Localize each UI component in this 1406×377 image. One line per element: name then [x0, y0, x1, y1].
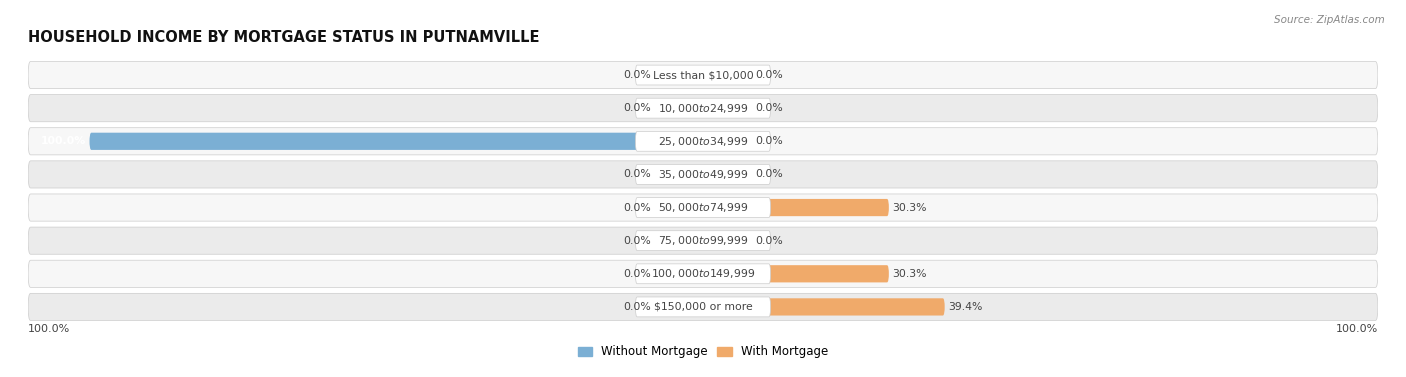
FancyBboxPatch shape [636, 297, 770, 317]
FancyBboxPatch shape [703, 232, 752, 249]
FancyBboxPatch shape [636, 198, 770, 218]
Legend: Without Mortgage, With Mortgage: Without Mortgage, With Mortgage [574, 341, 832, 363]
Text: $50,000 to $74,999: $50,000 to $74,999 [658, 201, 748, 214]
FancyBboxPatch shape [703, 298, 945, 316]
Text: 0.0%: 0.0% [755, 169, 783, 179]
Text: 0.0%: 0.0% [755, 236, 783, 246]
Text: $75,000 to $99,999: $75,000 to $99,999 [658, 234, 748, 247]
Text: 0.0%: 0.0% [623, 302, 651, 312]
FancyBboxPatch shape [654, 265, 703, 282]
FancyBboxPatch shape [636, 264, 770, 284]
Text: 100.0%: 100.0% [28, 325, 70, 334]
Text: $35,000 to $49,999: $35,000 to $49,999 [658, 168, 748, 181]
Text: 39.4%: 39.4% [948, 302, 983, 312]
Text: 0.0%: 0.0% [623, 70, 651, 80]
Text: $100,000 to $149,999: $100,000 to $149,999 [651, 267, 755, 280]
FancyBboxPatch shape [654, 166, 703, 183]
FancyBboxPatch shape [636, 65, 770, 85]
Text: 30.3%: 30.3% [891, 202, 927, 213]
FancyBboxPatch shape [703, 265, 889, 282]
Text: 0.0%: 0.0% [755, 103, 783, 113]
Text: 0.0%: 0.0% [755, 70, 783, 80]
Text: $25,000 to $34,999: $25,000 to $34,999 [658, 135, 748, 148]
FancyBboxPatch shape [28, 161, 1378, 188]
FancyBboxPatch shape [636, 131, 770, 151]
FancyBboxPatch shape [654, 100, 703, 117]
Text: 0.0%: 0.0% [755, 136, 783, 146]
FancyBboxPatch shape [654, 66, 703, 84]
FancyBboxPatch shape [28, 260, 1378, 287]
FancyBboxPatch shape [28, 95, 1378, 122]
FancyBboxPatch shape [703, 166, 752, 183]
Text: 0.0%: 0.0% [623, 202, 651, 213]
Text: 30.3%: 30.3% [891, 269, 927, 279]
Text: 0.0%: 0.0% [623, 269, 651, 279]
Text: Less than $10,000: Less than $10,000 [652, 70, 754, 80]
FancyBboxPatch shape [28, 293, 1378, 320]
Text: HOUSEHOLD INCOME BY MORTGAGE STATUS IN PUTNAMVILLE: HOUSEHOLD INCOME BY MORTGAGE STATUS IN P… [28, 29, 540, 44]
Text: 0.0%: 0.0% [623, 103, 651, 113]
FancyBboxPatch shape [28, 128, 1378, 155]
Text: 0.0%: 0.0% [623, 236, 651, 246]
FancyBboxPatch shape [636, 98, 770, 118]
Text: 0.0%: 0.0% [623, 169, 651, 179]
FancyBboxPatch shape [703, 66, 752, 84]
FancyBboxPatch shape [703, 199, 889, 216]
FancyBboxPatch shape [703, 133, 752, 150]
Text: 100.0%: 100.0% [1336, 325, 1378, 334]
Text: Source: ZipAtlas.com: Source: ZipAtlas.com [1274, 15, 1385, 25]
FancyBboxPatch shape [636, 164, 770, 184]
FancyBboxPatch shape [654, 199, 703, 216]
FancyBboxPatch shape [636, 231, 770, 251]
FancyBboxPatch shape [28, 61, 1378, 89]
FancyBboxPatch shape [28, 227, 1378, 254]
FancyBboxPatch shape [28, 194, 1378, 221]
Text: $10,000 to $24,999: $10,000 to $24,999 [658, 102, 748, 115]
FancyBboxPatch shape [703, 100, 752, 117]
Text: 100.0%: 100.0% [41, 136, 86, 146]
FancyBboxPatch shape [90, 133, 703, 150]
FancyBboxPatch shape [654, 298, 703, 316]
Text: $150,000 or more: $150,000 or more [654, 302, 752, 312]
FancyBboxPatch shape [654, 232, 703, 249]
